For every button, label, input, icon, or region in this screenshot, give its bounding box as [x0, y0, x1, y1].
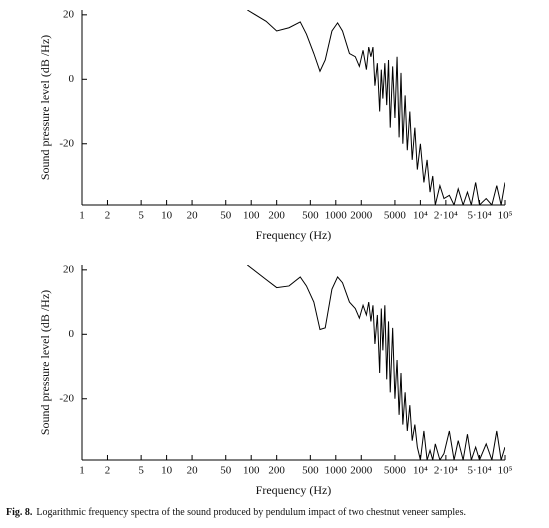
- x-tick-label: 10: [161, 465, 173, 477]
- x-tick-label: 500: [302, 210, 319, 222]
- plot-area: [247, 265, 505, 460]
- x-tick-label: 10⁴: [413, 465, 428, 477]
- y-tick-label: 20: [63, 263, 75, 275]
- x-tick-label: 200: [268, 210, 285, 222]
- x-tick-label: 10: [161, 210, 173, 222]
- x-tick-label: 10⁴: [413, 210, 428, 222]
- x-tick-label: 20: [187, 465, 199, 477]
- x-tick-label: 500: [302, 465, 319, 477]
- caption: Fig. 8. Logarithmic frequency spectra of …: [6, 507, 466, 518]
- y-tick-label: 0: [69, 73, 75, 85]
- x-tick-label: 20: [187, 210, 199, 222]
- caption-label: Fig. 8.: [6, 507, 33, 518]
- x-tick-label: 50: [220, 465, 232, 477]
- y-axis-label: Sound pressure level (dB /Hz): [38, 35, 52, 180]
- x-tick-label: 10⁵: [498, 465, 513, 477]
- caption-text: Logarithmic frequency spectra of the sou…: [36, 507, 466, 518]
- x-axis-label: Frequency (Hz): [256, 228, 332, 242]
- y-tick-label: 20: [63, 8, 75, 20]
- x-tick-label: 5000: [384, 465, 407, 477]
- x-tick-label: 2000: [350, 210, 373, 222]
- x-tick-label: 10⁵: [498, 210, 513, 222]
- x-tick-label: 5·10⁴: [468, 465, 492, 477]
- x-tick-label: 2·10⁴: [434, 210, 458, 222]
- x-tick-label: 200: [268, 465, 285, 477]
- x-tick-label: 50: [220, 210, 232, 222]
- y-tick-label: -20: [59, 392, 74, 404]
- x-tick-label: 2: [105, 465, 111, 477]
- x-tick-label: 5000: [384, 210, 407, 222]
- x-tick-label: 1000: [325, 210, 348, 222]
- y-axis-label: Sound pressure level (dB /Hz): [38, 290, 52, 435]
- x-tick-label: 5: [138, 465, 144, 477]
- x-tick-label: 1000: [325, 465, 348, 477]
- x-tick-label: 1: [79, 465, 85, 477]
- x-axis-label: Frequency (Hz): [256, 483, 332, 497]
- y-tick-label: -20: [59, 137, 74, 149]
- spectrum-line: [247, 10, 505, 205]
- x-tick-label: 100: [243, 210, 260, 222]
- x-tick-label: 2: [105, 210, 111, 222]
- spectrum-line: [247, 265, 505, 460]
- x-tick-label: 1: [79, 210, 85, 222]
- x-tick-label: 5: [138, 210, 144, 222]
- x-tick-label: 2·10⁴: [434, 465, 458, 477]
- x-tick-label: 2000: [350, 465, 373, 477]
- plot-area: [247, 10, 505, 205]
- x-tick-label: 100: [243, 465, 260, 477]
- x-tick-label: 5·10⁴: [468, 210, 492, 222]
- y-tick-label: 0: [69, 328, 75, 340]
